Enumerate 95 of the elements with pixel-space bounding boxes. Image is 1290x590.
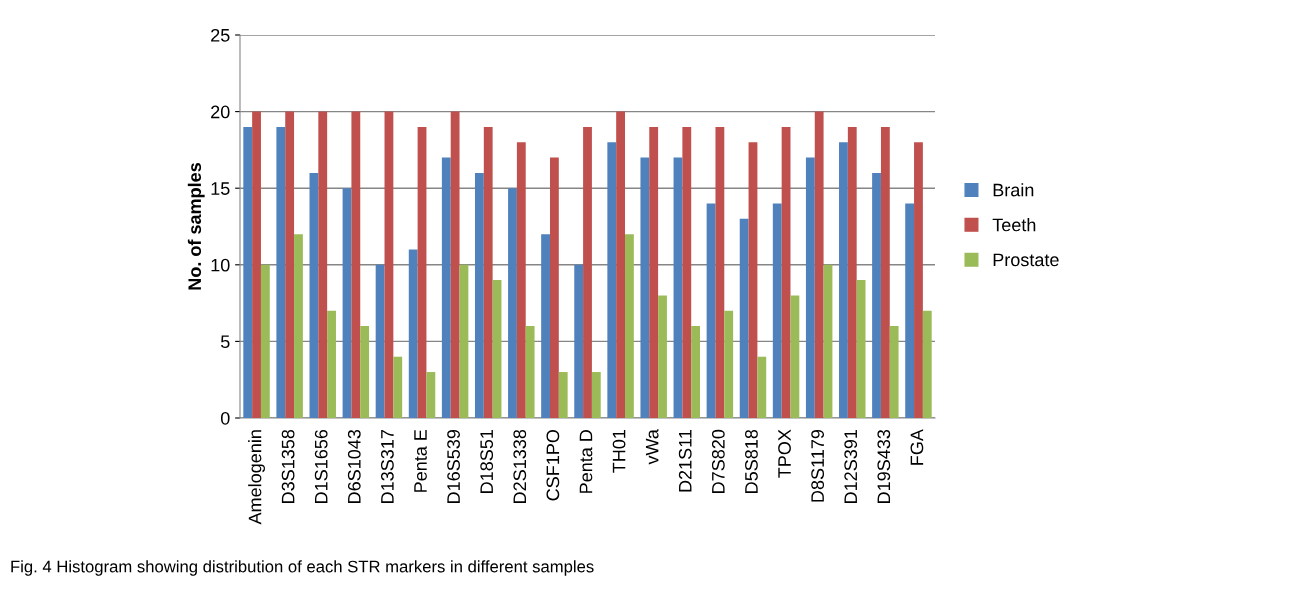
bar — [914, 142, 923, 418]
bar — [441, 157, 451, 418]
x-tick-label: Penta E — [414, 429, 427, 492]
bar — [508, 188, 517, 418]
bar — [805, 157, 815, 418]
y-tick-label: 0 — [220, 411, 230, 425]
bar — [375, 264, 385, 418]
bar — [492, 280, 502, 418]
bar — [682, 126, 692, 418]
y-axis-title: No. of samples — [187, 163, 205, 290]
bar — [417, 126, 427, 418]
y-tick-label: 25 — [211, 28, 230, 42]
bar — [748, 142, 758, 418]
bar — [847, 126, 857, 418]
bar — [856, 280, 866, 418]
bar — [459, 264, 469, 418]
x-tick-label: vWa — [645, 429, 659, 465]
bar — [260, 264, 270, 418]
y-tick-label: 20 — [211, 105, 230, 119]
bar — [474, 172, 484, 418]
caption: Fig. 4 Histogram showing distribution of each STR markers in different samples — [11, 560, 594, 576]
bar — [839, 142, 848, 418]
bar — [607, 142, 617, 418]
bar — [591, 372, 601, 418]
x-tick-label: D1S1656 — [314, 429, 328, 503]
x-tick-label: D13S317 — [380, 430, 394, 503]
bar — [525, 326, 535, 418]
bar — [757, 356, 767, 418]
x-tick-label: TH01 — [612, 429, 626, 473]
x-tick-label: D19S433 — [877, 429, 891, 503]
bar — [558, 372, 568, 418]
bar — [814, 111, 824, 418]
x-tick-label: D21S11 — [678, 429, 692, 492]
bar — [772, 203, 782, 418]
bar — [516, 142, 526, 418]
x-tick-label: TPOX — [778, 429, 791, 478]
bar — [309, 172, 319, 418]
x-tick-label: Penta D — [579, 429, 593, 493]
x-tick-label: D16S539 — [447, 429, 460, 503]
bar — [625, 234, 634, 418]
bar — [243, 126, 253, 418]
bar — [318, 111, 328, 418]
x-tick-label: FGA — [910, 429, 924, 465]
bar — [673, 157, 683, 418]
legend-label: Brain — [993, 183, 1034, 197]
bar — [450, 111, 460, 418]
x-tick-label: D7S820 — [711, 429, 725, 493]
bar — [384, 111, 394, 418]
bar — [252, 111, 261, 418]
bar — [342, 188, 352, 418]
x-tick-label: D8S1179 — [811, 429, 825, 502]
legend-label: Prostate — [993, 253, 1059, 267]
bar — [327, 310, 336, 418]
bar — [715, 126, 725, 418]
bar — [616, 111, 626, 418]
x-tick-label: D5S818 — [745, 429, 758, 493]
legend-label: Teeth — [992, 218, 1036, 232]
x-tick-label: D3S1358 — [281, 429, 295, 503]
y-tick-label: 10 — [211, 258, 230, 272]
bar — [781, 126, 791, 418]
x-tick-label: D18S51 — [480, 429, 494, 493]
bar — [872, 172, 881, 418]
y-tick-label: 5 — [220, 335, 230, 349]
x-tick-label: D12S391 — [844, 429, 858, 503]
bar — [294, 234, 303, 418]
bar — [541, 234, 550, 418]
bar — [889, 326, 899, 418]
x-tick-label: Amelogenin — [248, 430, 265, 525]
bar — [649, 126, 659, 418]
bar — [285, 111, 295, 418]
bar — [706, 203, 716, 418]
bar — [658, 295, 667, 418]
bar — [724, 310, 734, 418]
bar — [408, 249, 418, 418]
bar — [905, 203, 915, 418]
bar — [691, 326, 701, 418]
bar — [790, 295, 800, 418]
bar — [739, 218, 749, 418]
x-tick-label: D6S1043 — [347, 429, 361, 503]
y-tick-label: 15 — [211, 182, 230, 195]
bar — [922, 310, 932, 418]
bar — [583, 126, 592, 418]
bar — [483, 126, 493, 418]
bar — [360, 326, 370, 418]
bar — [393, 356, 403, 418]
bar — [640, 157, 650, 418]
bar — [574, 264, 584, 418]
bar — [549, 157, 559, 418]
bar — [880, 126, 890, 418]
bar — [276, 126, 286, 418]
x-tick-label: D2S1338 — [513, 429, 527, 503]
bar — [823, 264, 833, 418]
bar — [351, 111, 361, 418]
bar — [426, 372, 436, 418]
x-tick-label: CSF1PO — [546, 429, 560, 501]
